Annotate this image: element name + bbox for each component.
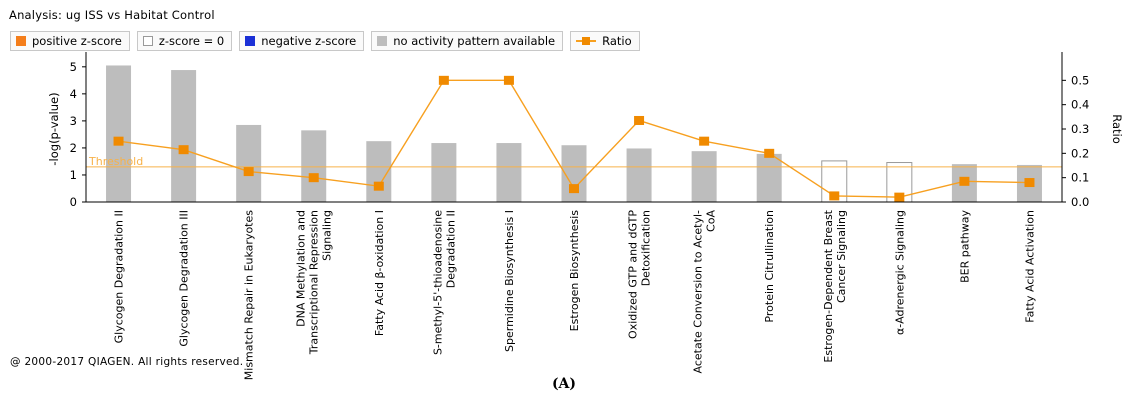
threshold-label: Threshold <box>88 155 143 168</box>
y-axis-title: -log(p-value) <box>47 92 61 165</box>
chart-legend: positive z-score z-score = 0 negative z-sc… <box>10 31 640 51</box>
category-label: Mismatch Repair in Eukaryotes <box>243 210 256 380</box>
bar <box>431 143 457 202</box>
ratio-marker <box>308 173 319 183</box>
category-label: Detoxification <box>640 210 653 286</box>
legend-line-marker-icon <box>576 36 597 46</box>
ratio-marker <box>503 75 514 85</box>
ratio-marker <box>113 136 124 146</box>
y2-tick-label: 0.4 <box>1071 98 1089 112</box>
legend-swatch-icon <box>16 36 26 46</box>
panel-label: (A) <box>551 376 577 392</box>
legend-swatch-icon <box>377 36 388 46</box>
category-label: Glycogen Degradation II <box>113 210 126 343</box>
y-tick-label: 5 <box>70 60 77 74</box>
category-label: S-methyl-5'-thioadenosine <box>431 210 444 355</box>
bar <box>691 151 717 202</box>
category-label: Fatty Acid β-oxidation I <box>373 210 386 336</box>
y-tick-label: 3 <box>70 114 77 128</box>
category-label: Acetate Conversion to Acetyl- <box>692 210 705 374</box>
bar <box>106 65 132 203</box>
y2-axis-title: Ratio <box>1110 114 1124 144</box>
category-label: Glycogen Degradation III <box>178 210 191 347</box>
category-label: DNA Methylation and <box>295 210 308 327</box>
y-tick-label: 0 <box>70 195 77 209</box>
ratio-marker <box>243 167 254 177</box>
legend-item: no activity pattern available <box>371 31 564 51</box>
legend-item: z-score = 0 <box>136 31 233 51</box>
bar <box>171 70 197 202</box>
legend-label: negative z-score <box>261 34 357 48</box>
y-tick-label: 2 <box>70 141 77 155</box>
y2-tick-label: 0.2 <box>1071 146 1089 160</box>
legend-label: Ratio <box>602 34 632 48</box>
analysis-title: Analysis: ug ISS vs Habitat Control <box>9 8 215 22</box>
category-label: Protein Citrullination <box>763 210 776 323</box>
ratio-marker <box>959 176 970 186</box>
category-label: Degradation II <box>444 210 457 288</box>
y2-tick-label: 0.3 <box>1071 122 1089 136</box>
legend-item: positive z-score <box>10 31 130 51</box>
category-label: Cancer Signaling <box>835 210 848 303</box>
ratio-marker <box>894 192 905 202</box>
category-label: α-Adrenergic Signaling <box>893 210 906 335</box>
ratio-marker <box>634 115 645 125</box>
legend-label: positive z-score <box>32 34 122 48</box>
ratio-marker <box>373 181 384 191</box>
category-label: Estrogen-Dependent Breast <box>822 209 835 362</box>
category-label: Signaling <box>321 210 334 261</box>
ratio-marker <box>438 75 449 85</box>
y-tick-label: 1 <box>70 168 77 182</box>
ratio-marker <box>569 184 579 194</box>
category-label: Oxidized GTP and dGTP <box>627 210 640 339</box>
legend-item: Ratio <box>570 31 640 51</box>
category-label: Transcriptional Repression <box>308 210 321 355</box>
category-label: Spermidine Biosynthesis I <box>503 210 516 352</box>
legend-label: no activity pattern available <box>393 34 556 48</box>
bar <box>236 124 262 202</box>
bar <box>301 130 327 202</box>
ratio-marker <box>764 148 775 158</box>
bar <box>756 153 782 202</box>
legend-item: negative z-score <box>239 31 365 51</box>
category-label: BER pathway <box>958 210 971 283</box>
ratio-marker <box>699 136 710 146</box>
ratio-marker <box>1024 178 1035 188</box>
legend-swatch-icon <box>245 36 256 46</box>
ratio-marker <box>829 191 840 201</box>
category-label: CoA <box>705 210 718 232</box>
legend-label: z-score = 0 <box>158 34 225 48</box>
y2-tick-label: 0.5 <box>1071 73 1089 87</box>
category-label: Fatty Acid Activation <box>1023 210 1036 323</box>
bar <box>626 148 652 202</box>
ratio-marker <box>178 145 189 155</box>
y2-tick-label: 0.1 <box>1071 171 1089 185</box>
bar <box>496 143 522 202</box>
copyright-notice: @ 2000-2017 QIAGEN. All rights reserved. <box>10 356 244 368</box>
y2-tick-label: 0.0 <box>1071 195 1089 209</box>
category-label: Estrogen Biosynthesis <box>568 210 581 332</box>
legend-swatch-icon <box>142 36 153 46</box>
y-tick-label: 4 <box>70 87 77 101</box>
